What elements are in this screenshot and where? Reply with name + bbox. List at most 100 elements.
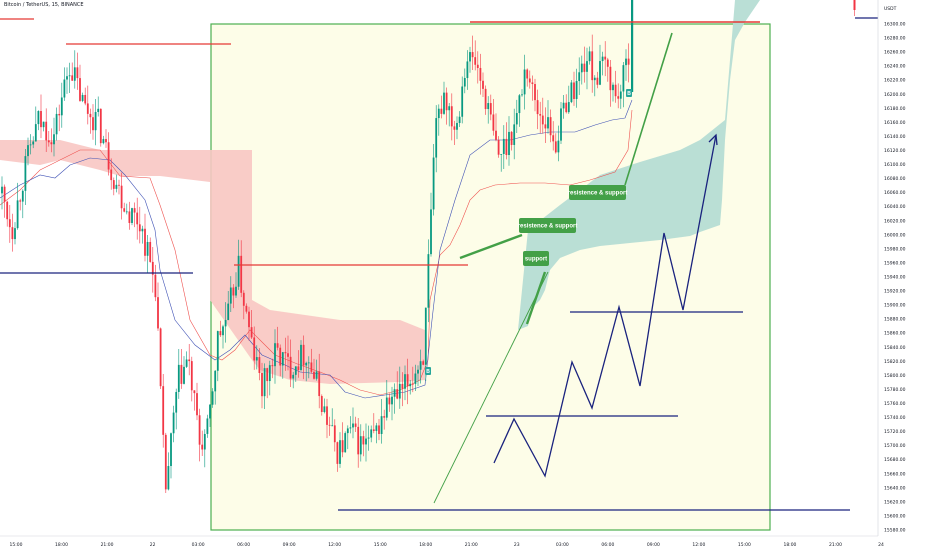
candle-body — [287, 353, 289, 357]
candle-body — [8, 219, 11, 228]
candle-body — [489, 103, 492, 115]
candle — [578, 57, 581, 96]
marker-label: B — [627, 91, 631, 97]
trend-line — [433, 271, 549, 504]
candle-body — [505, 138, 508, 156]
candle-body — [435, 118, 438, 158]
candle-body — [271, 365, 274, 367]
candle-body — [305, 362, 308, 366]
candle-body — [378, 425, 380, 434]
time-tick-label: 15:00 — [10, 542, 23, 548]
candle-body — [430, 209, 432, 255]
candle-body — [216, 331, 219, 371]
candle — [55, 107, 58, 141]
candle — [365, 423, 367, 462]
candle — [609, 60, 612, 107]
candle-body — [79, 78, 81, 101]
candle — [180, 349, 183, 389]
candle — [193, 390, 196, 411]
candle-body — [125, 211, 128, 213]
candle — [596, 71, 599, 89]
candle-body — [578, 72, 581, 82]
candle — [240, 240, 243, 298]
candle — [625, 49, 627, 81]
time-tick-label: 21:00 — [465, 542, 478, 548]
candle — [123, 202, 126, 213]
candle — [341, 422, 344, 458]
candle-body — [401, 383, 404, 389]
candle — [362, 430, 365, 457]
candle-body — [71, 75, 74, 81]
candle-body — [528, 78, 531, 83]
candle-body — [209, 404, 211, 419]
candle-body — [188, 359, 191, 362]
candle — [326, 398, 328, 439]
candle — [66, 67, 68, 94]
candle-body — [203, 433, 206, 450]
candle-body — [570, 82, 573, 103]
candle-body — [289, 356, 292, 379]
candle — [393, 383, 396, 414]
candle-body — [294, 366, 297, 375]
candle — [125, 203, 128, 215]
candle-body — [167, 466, 170, 490]
candle-body — [240, 255, 243, 293]
candle — [336, 441, 339, 472]
candle — [157, 282, 159, 331]
candle — [287, 335, 289, 371]
candle-body — [157, 297, 159, 329]
candle — [502, 125, 505, 169]
time-axis[interactable]: 15:00 18:00 21:00 22 03:00 06:00 09:00 12:00 15:… — [0, 535, 884, 548]
candle — [432, 143, 435, 216]
time-tick-label: 23 — [514, 542, 520, 548]
candle-body — [365, 438, 367, 445]
candle-body — [372, 429, 375, 431]
candle-body — [164, 434, 167, 490]
candle-body — [58, 113, 61, 116]
candle — [170, 432, 172, 479]
price-tick-label: 15980.00 — [884, 246, 906, 252]
candle — [318, 353, 321, 409]
candle-body — [24, 156, 27, 191]
candle — [118, 179, 120, 195]
price-axis-bg — [878, 0, 932, 550]
price-tick-label: 16300.00 — [884, 22, 906, 28]
chart-title: Bitcoin / TetherUS, 15, BINANCE — [4, 2, 84, 8]
candle — [198, 408, 201, 462]
candle-body — [66, 76, 68, 80]
candle — [110, 158, 113, 190]
candle — [495, 113, 497, 142]
candle — [63, 67, 66, 101]
price-tick-label: 15660.00 — [884, 471, 906, 477]
price-axis[interactable]: USDT 16300.00 16280.00 16260.00 16240.00 1622… — [877, 0, 932, 550]
candle — [435, 105, 438, 173]
candle — [354, 416, 357, 432]
candle-body — [357, 426, 360, 455]
candle-body — [110, 169, 113, 181]
candle — [29, 134, 32, 155]
candle — [313, 358, 315, 380]
price-tick-label: 15780.00 — [884, 387, 906, 393]
candle — [24, 149, 27, 205]
candle-body — [97, 108, 100, 113]
candle-body — [404, 374, 406, 389]
candle — [281, 352, 284, 379]
candle — [541, 97, 544, 134]
candle — [19, 198, 22, 211]
candle — [47, 130, 50, 147]
candle — [604, 41, 607, 77]
candles — [1, 0, 856, 494]
candle — [250, 309, 253, 339]
price-currency-label: USDT — [884, 6, 897, 12]
candle — [27, 137, 29, 166]
time-tick-label: 18:00 — [783, 542, 796, 548]
candle — [619, 84, 622, 109]
candle-body — [461, 86, 464, 117]
candle — [138, 206, 141, 244]
candle — [383, 409, 386, 430]
price-tick-label: 15900.00 — [884, 303, 906, 309]
note-box — [569, 185, 626, 200]
cloud-bearish — [0, 140, 425, 384]
candle — [549, 109, 552, 143]
